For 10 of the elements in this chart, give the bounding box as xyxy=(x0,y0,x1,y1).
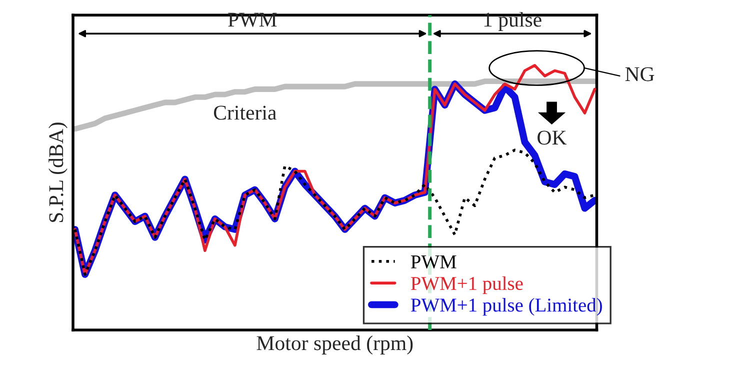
text: PWM xyxy=(228,12,277,27)
y-axis-title: S.P.L (dBA) xyxy=(48,122,68,222)
legend-label: PWM+1 pulse xyxy=(410,276,523,294)
text: NG xyxy=(625,67,654,82)
legend-label: PWM xyxy=(410,255,456,269)
legend-label: PWM+1 pulse (Limited) xyxy=(410,298,602,316)
annotation: Criteria xyxy=(214,106,276,120)
x-axis-title: Motor speed (rpm) xyxy=(256,336,413,354)
text: 1 pulse xyxy=(484,12,542,31)
annotation: OK xyxy=(538,130,567,145)
